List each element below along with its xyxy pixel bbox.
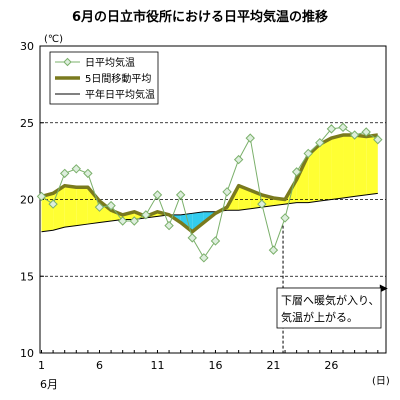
- daily-temp-point: [59, 168, 70, 179]
- fill-below-normal: [192, 211, 204, 232]
- daily-temp-point: [349, 130, 360, 140]
- y-tick-label: 10: [20, 347, 34, 360]
- y-tick-label: 20: [20, 194, 34, 207]
- x-month-label: 6月: [40, 378, 58, 391]
- daily-temp-point: [152, 190, 163, 200]
- daily-temp-point: [222, 187, 232, 197]
- legend-daily-label: 日平均気温: [85, 56, 135, 69]
- fill-above-normal: [331, 135, 344, 200]
- legend: 日平均気温 5日間移動平均 平年日平均気温: [49, 51, 159, 105]
- daily-temp-point: [303, 148, 313, 159]
- x-tick-label: 6: [96, 359, 103, 372]
- annotation: 下層へ暖気が入り、 気温が上がる。: [276, 225, 388, 353]
- daily-temp-point: [291, 167, 302, 177]
- fill-above-normal: [76, 187, 88, 226]
- fill-above-normal: [238, 185, 251, 211]
- x-tick-label: 26: [324, 359, 338, 372]
- y-axis: 10 15 20 25 30: [20, 40, 44, 360]
- daily-temp-point: [326, 124, 337, 134]
- x-tick-label: 1: [38, 359, 45, 372]
- daily-temp-markers: [36, 122, 383, 263]
- annotation-line-2: 気温が上がる。: [281, 310, 358, 324]
- daily-temp-point: [245, 133, 255, 143]
- fill-above-normal: [87, 187, 100, 225]
- daily-temp-point: [257, 199, 267, 209]
- x-tick-label: 11: [150, 359, 164, 372]
- daily-temp-point: [199, 253, 209, 263]
- annotation-box: [276, 287, 382, 329]
- daily-temp-point: [373, 134, 383, 145]
- y-tick-label: 30: [20, 40, 34, 53]
- daily-temp-point: [36, 191, 47, 202]
- legend-ma-label: 5日間移動平均: [85, 72, 151, 85]
- x-tick-label: 16: [208, 359, 222, 372]
- x-tick-label: 21: [266, 359, 280, 372]
- y-tick-label: 15: [20, 270, 34, 283]
- daily-temp-point: [48, 199, 58, 209]
- fill-above-normal: [366, 135, 378, 195]
- daily-temp-point: [117, 216, 128, 226]
- daily-temp-point: [129, 216, 139, 226]
- normal-temp-line: [41, 192, 378, 233]
- x-axis: 1 6 11 16 21 26: [38, 350, 379, 372]
- y-tick-label: 25: [20, 117, 34, 130]
- fill-above-normal: [319, 138, 332, 202]
- daily-temp-point: [187, 233, 197, 243]
- daily-temp-point: [361, 127, 371, 137]
- chart-title: 6月の日立市役所における日平均気温の推移: [72, 9, 328, 25]
- daily-temp-point: [280, 213, 290, 223]
- daily-temp-point: [315, 137, 325, 148]
- daily-temp-point: [233, 154, 244, 165]
- fill-above-normal: [308, 144, 320, 203]
- x-unit-label: (日): [372, 376, 390, 387]
- fill-above-normal: [64, 185, 77, 228]
- daily-temp-point: [338, 122, 348, 133]
- daily-temp-point: [71, 164, 81, 174]
- daily-temp-point: [268, 245, 279, 255]
- fill-above-normal: [343, 135, 355, 198]
- annotation-line-1: 下層へ暖気が入り、: [281, 293, 380, 307]
- legend-daily-marker: [63, 57, 72, 67]
- fill-above-normal: [354, 135, 367, 197]
- y-unit-label: (℃): [44, 34, 63, 45]
- annotation-arrowhead: [379, 284, 388, 293]
- daily-temp-point: [94, 202, 105, 212]
- legend-normal-label: 平年日平均気温: [85, 88, 155, 101]
- daily-temp-point: [175, 190, 186, 200]
- daily-temp-point: [141, 210, 151, 220]
- daily-temp-point: [164, 220, 174, 231]
- fill-above-normal: [296, 154, 309, 203]
- daily-temp-point: [83, 168, 93, 179]
- daily-temp-point: [106, 200, 116, 211]
- daily-temp-point: [210, 236, 221, 246]
